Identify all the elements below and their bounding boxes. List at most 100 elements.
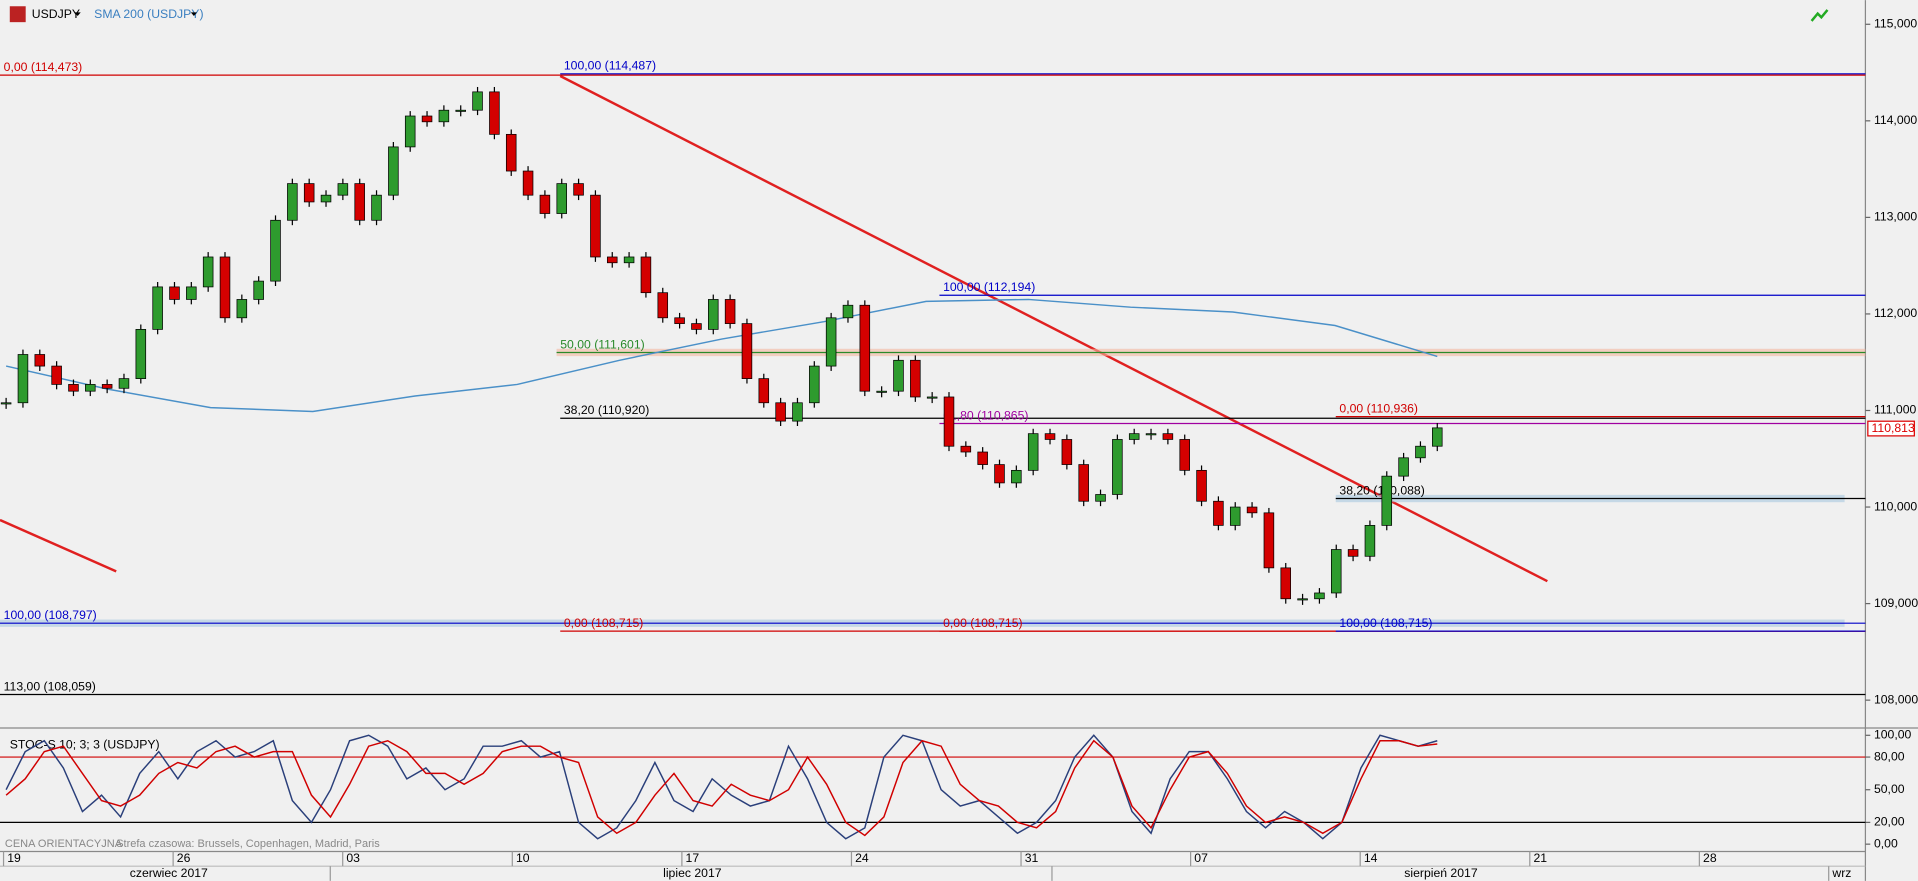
x-tick-label: 21 [1533,851,1547,865]
candle-body [623,256,635,264]
level-label: 0,00 (114,473) [4,60,83,74]
candle-body [1314,592,1325,600]
candle-body [1213,500,1224,526]
candle-body [1061,439,1073,465]
x-tick-label: 28 [1703,851,1717,865]
x-tick-label: 26 [177,851,191,865]
y-tick-label: 112,000 [1874,306,1917,320]
candle-body [842,304,854,319]
candle-body [68,384,79,392]
candle-body [1162,433,1174,440]
candle-body [1229,506,1241,526]
candle-body [1398,457,1409,477]
candle-body [809,365,820,404]
candle-body [876,390,887,393]
footer: CENA ORIENTACYJNA [5,838,123,850]
level-label: 0,00 (108,715) [564,616,643,630]
y-tick-label: 109,000 [1874,596,1918,610]
candle-body [606,256,618,264]
candle-body [236,299,248,319]
candle-body [1381,475,1393,526]
candle-body [1011,469,1022,484]
candle-body [1044,433,1056,440]
candle-body [421,115,433,123]
x-tick-label: 10 [516,851,530,865]
x-tick-label: 31 [1025,851,1039,865]
candle-body [741,323,753,379]
candle-body [303,183,315,203]
candle-body [1415,445,1426,459]
stochastic-title[interactable]: STOC-S 10; 3; 3 (USDJPY) [10,737,160,751]
y-tick-label: 110,000 [1874,499,1917,513]
candle-body [674,317,685,324]
x-tick-label: 14 [1364,851,1378,865]
candle-body [977,451,988,465]
level-label: 0,00 (110,936) [1339,402,1418,416]
candle-body [708,299,719,330]
dropdown-icon[interactable] [190,12,197,17]
y-tick-label: 80,00 [1874,749,1905,763]
month-label: wrz [1831,866,1851,880]
candle-body [337,183,349,196]
candle-body [758,378,770,404]
symbol-icon [9,6,26,23]
x-tick-label: 24 [855,851,869,865]
candle-body [253,280,264,300]
candle-body [1145,433,1157,436]
candle-body [1432,427,1443,447]
candle-body [85,384,96,392]
candle-body [287,183,298,221]
candle-body [1112,439,1123,495]
x-tick-label: 07 [1194,851,1208,865]
candle-body [825,317,837,367]
candle-body [320,194,332,203]
candle-body [1027,433,1039,471]
level-label: 61,80 (110,865) [943,408,1028,422]
indicator-name[interactable]: SMA 200 (USDJPY) [94,7,203,21]
candle-body [1179,439,1190,471]
candle-body [455,109,466,112]
y-tick-label: 111,000 [1874,403,1917,417]
candle-body [556,183,568,214]
candle-body [505,133,517,172]
candle-body [691,323,702,330]
candle-body [472,91,483,111]
candle-body [219,256,231,319]
candle-body [1128,433,1140,440]
symbol[interactable]: USDJPY [32,7,80,21]
candle-body [943,396,955,447]
y-tick-label: 20,00 [1874,815,1905,829]
candle-body [1263,512,1275,569]
candle-body [910,359,921,398]
chart-tool-icon[interactable] [1810,9,1829,22]
y-tick-label: 115,000 [1874,17,1917,31]
sma-line [5,298,1438,413]
candle-body [1196,469,1207,502]
candle-body [202,256,214,288]
y-tick-label: 50,00 [1874,782,1905,796]
x-tick-label: 19 [7,851,21,865]
y-tick-label: 100,00 [1874,728,1912,742]
month-label: czerwiec 2017 [130,866,208,880]
candle-body [775,402,786,422]
candle-body [438,109,450,123]
candle-body [859,304,871,392]
level-label: 100,00 (114,487) [564,59,656,73]
candle-body [926,396,938,399]
candle-body [51,365,62,385]
dropdown-icon[interactable] [74,12,81,17]
current-price-box [1867,420,1915,437]
level-label: 100,00 (108,715) [1339,616,1432,630]
candle-body [270,219,281,282]
stochastic-line [5,739,1438,837]
candle-body [1347,549,1359,557]
candle-body [893,359,904,392]
candle-body [135,329,147,379]
candle-body [169,286,180,300]
candle-body [657,292,669,319]
y-tick-label: 108,000 [1874,692,1918,706]
candle-body [640,256,652,294]
candle-body [1095,494,1106,502]
